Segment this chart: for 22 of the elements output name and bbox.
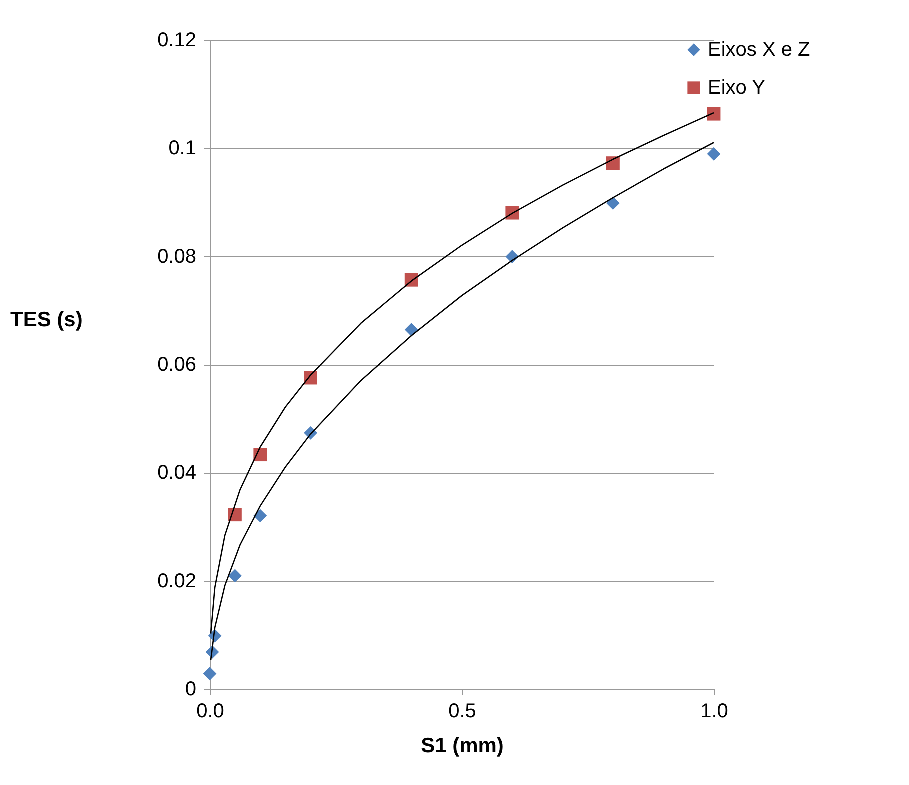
y-tick-label: 0 (185, 678, 196, 700)
point (228, 569, 242, 583)
y-tick-label: 0.06 (158, 354, 196, 376)
y-tick-label: 0.04 (158, 462, 196, 484)
point (707, 107, 721, 121)
legend-label: Eixo Y (708, 77, 766, 99)
y-tick-label: 0.12 (158, 30, 196, 52)
y-tick-label: 0.02 (158, 570, 196, 592)
x-tick-label: 0.0 (196, 700, 224, 722)
y-tick-label: 0.08 (158, 246, 196, 268)
y-tick-label: 0.1 (168, 138, 196, 160)
point (606, 196, 620, 210)
x-axis-title: S1 (mm) (421, 734, 504, 758)
y-axis-title: TES (s) (10, 308, 83, 332)
legend-label: Eixos X e Z (708, 39, 810, 61)
point (254, 509, 268, 523)
point (228, 508, 242, 522)
x-tick-label: 0.5 (448, 700, 476, 722)
point (203, 667, 217, 681)
point (404, 323, 418, 337)
x-tick-label: 1.0 (700, 700, 728, 722)
point (707, 147, 721, 161)
